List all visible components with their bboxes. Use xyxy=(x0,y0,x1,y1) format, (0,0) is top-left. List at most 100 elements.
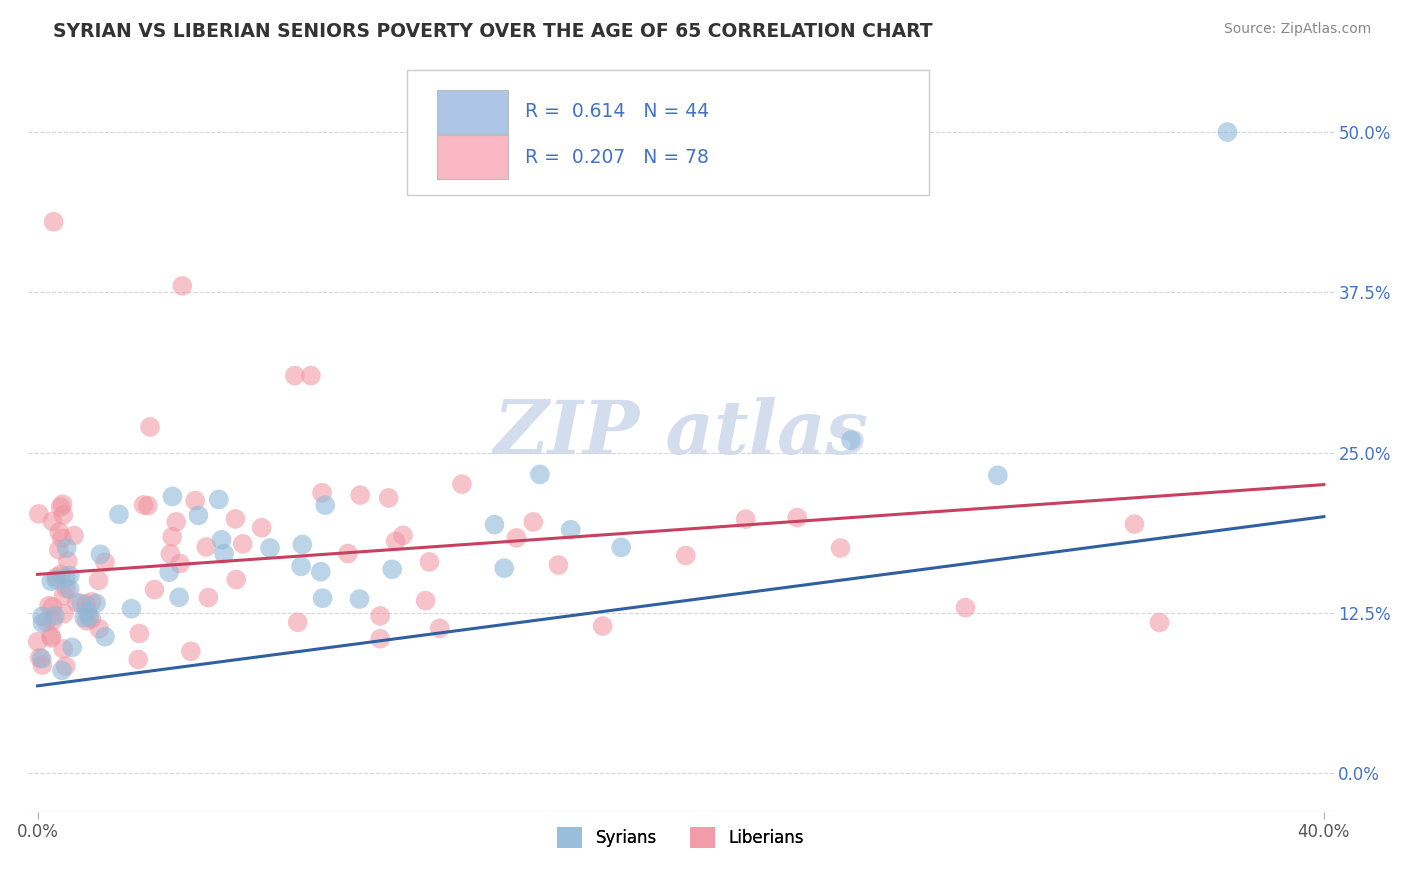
Point xyxy=(139,420,162,434)
Point xyxy=(49,500,72,514)
Point xyxy=(529,467,551,482)
FancyBboxPatch shape xyxy=(436,136,509,179)
Point xyxy=(94,555,117,569)
Point xyxy=(76,614,98,628)
Point xyxy=(172,279,194,293)
Point xyxy=(830,541,852,555)
Point xyxy=(180,644,202,658)
Point xyxy=(1216,125,1239,139)
Point xyxy=(592,619,614,633)
Point xyxy=(121,601,143,615)
Point xyxy=(39,631,62,645)
Point xyxy=(157,565,180,579)
Point xyxy=(41,515,63,529)
Point xyxy=(162,490,184,504)
Point xyxy=(184,493,207,508)
Point xyxy=(108,508,131,522)
Point xyxy=(987,468,1010,483)
Point xyxy=(291,537,314,551)
Text: ZIP atlas: ZIP atlas xyxy=(494,397,868,469)
Point xyxy=(311,591,333,606)
Point xyxy=(27,634,49,648)
Point xyxy=(80,595,103,609)
Point xyxy=(52,607,75,621)
Point xyxy=(42,614,65,628)
Point xyxy=(45,573,67,587)
Point xyxy=(187,508,209,523)
Point xyxy=(94,630,117,644)
Point xyxy=(143,582,166,597)
Point xyxy=(167,591,190,605)
Point xyxy=(290,559,312,574)
Point xyxy=(73,610,96,624)
Point xyxy=(368,609,391,624)
Text: R =  0.614   N = 44: R = 0.614 N = 44 xyxy=(526,103,710,121)
Point xyxy=(212,547,235,561)
Point xyxy=(28,650,51,665)
Point xyxy=(211,533,233,547)
Point xyxy=(159,547,181,561)
Point xyxy=(60,640,83,655)
Point xyxy=(132,498,155,512)
Point xyxy=(31,609,53,624)
FancyBboxPatch shape xyxy=(436,90,509,134)
Point xyxy=(250,521,273,535)
Point xyxy=(484,517,506,532)
Point xyxy=(51,663,73,677)
Text: SYRIAN VS LIBERIAN SENIORS POVERTY OVER THE AGE OF 65 CORRELATION CHART: SYRIAN VS LIBERIAN SENIORS POVERTY OVER … xyxy=(53,22,934,41)
Point xyxy=(610,541,633,555)
Point xyxy=(42,215,65,229)
Point xyxy=(786,510,808,524)
Point xyxy=(49,567,72,582)
Point xyxy=(128,626,150,640)
Point xyxy=(28,507,51,521)
Text: R =  0.207   N = 78: R = 0.207 N = 78 xyxy=(526,148,709,167)
Point xyxy=(415,593,437,607)
Point xyxy=(48,524,70,539)
Point xyxy=(349,488,371,502)
Point xyxy=(165,515,187,529)
Point xyxy=(311,485,333,500)
Point xyxy=(75,597,97,611)
Point xyxy=(195,540,218,554)
Point xyxy=(337,547,360,561)
Point xyxy=(522,515,544,529)
Point xyxy=(160,530,183,544)
Point xyxy=(84,596,107,610)
Point xyxy=(381,562,404,576)
Point xyxy=(59,582,82,597)
Legend: Syrians, Liberians: Syrians, Liberians xyxy=(548,819,813,856)
Text: Source: ZipAtlas.com: Source: ZipAtlas.com xyxy=(1223,22,1371,37)
Point xyxy=(52,641,75,656)
Point xyxy=(55,659,77,673)
Point xyxy=(377,491,399,505)
Point xyxy=(225,573,247,587)
Point xyxy=(197,591,219,605)
Point xyxy=(35,615,58,629)
FancyBboxPatch shape xyxy=(406,70,929,195)
Point xyxy=(41,599,63,614)
Point xyxy=(349,592,371,607)
Point xyxy=(418,555,440,569)
Point xyxy=(55,541,77,555)
Point xyxy=(1123,516,1146,531)
Point xyxy=(309,565,332,579)
Point xyxy=(547,558,569,572)
Point xyxy=(734,512,756,526)
Point xyxy=(89,622,111,636)
Point xyxy=(384,534,406,549)
Point xyxy=(169,557,191,571)
Point xyxy=(287,615,309,630)
Point xyxy=(55,581,77,595)
Point xyxy=(87,574,110,588)
Point xyxy=(39,629,62,643)
Point xyxy=(52,589,75,603)
Point xyxy=(51,497,73,511)
Point xyxy=(76,605,98,619)
Point xyxy=(136,499,159,513)
Point xyxy=(89,547,111,561)
Point xyxy=(52,508,75,522)
Point xyxy=(1149,615,1171,630)
Point xyxy=(392,528,415,542)
Point xyxy=(259,541,281,555)
